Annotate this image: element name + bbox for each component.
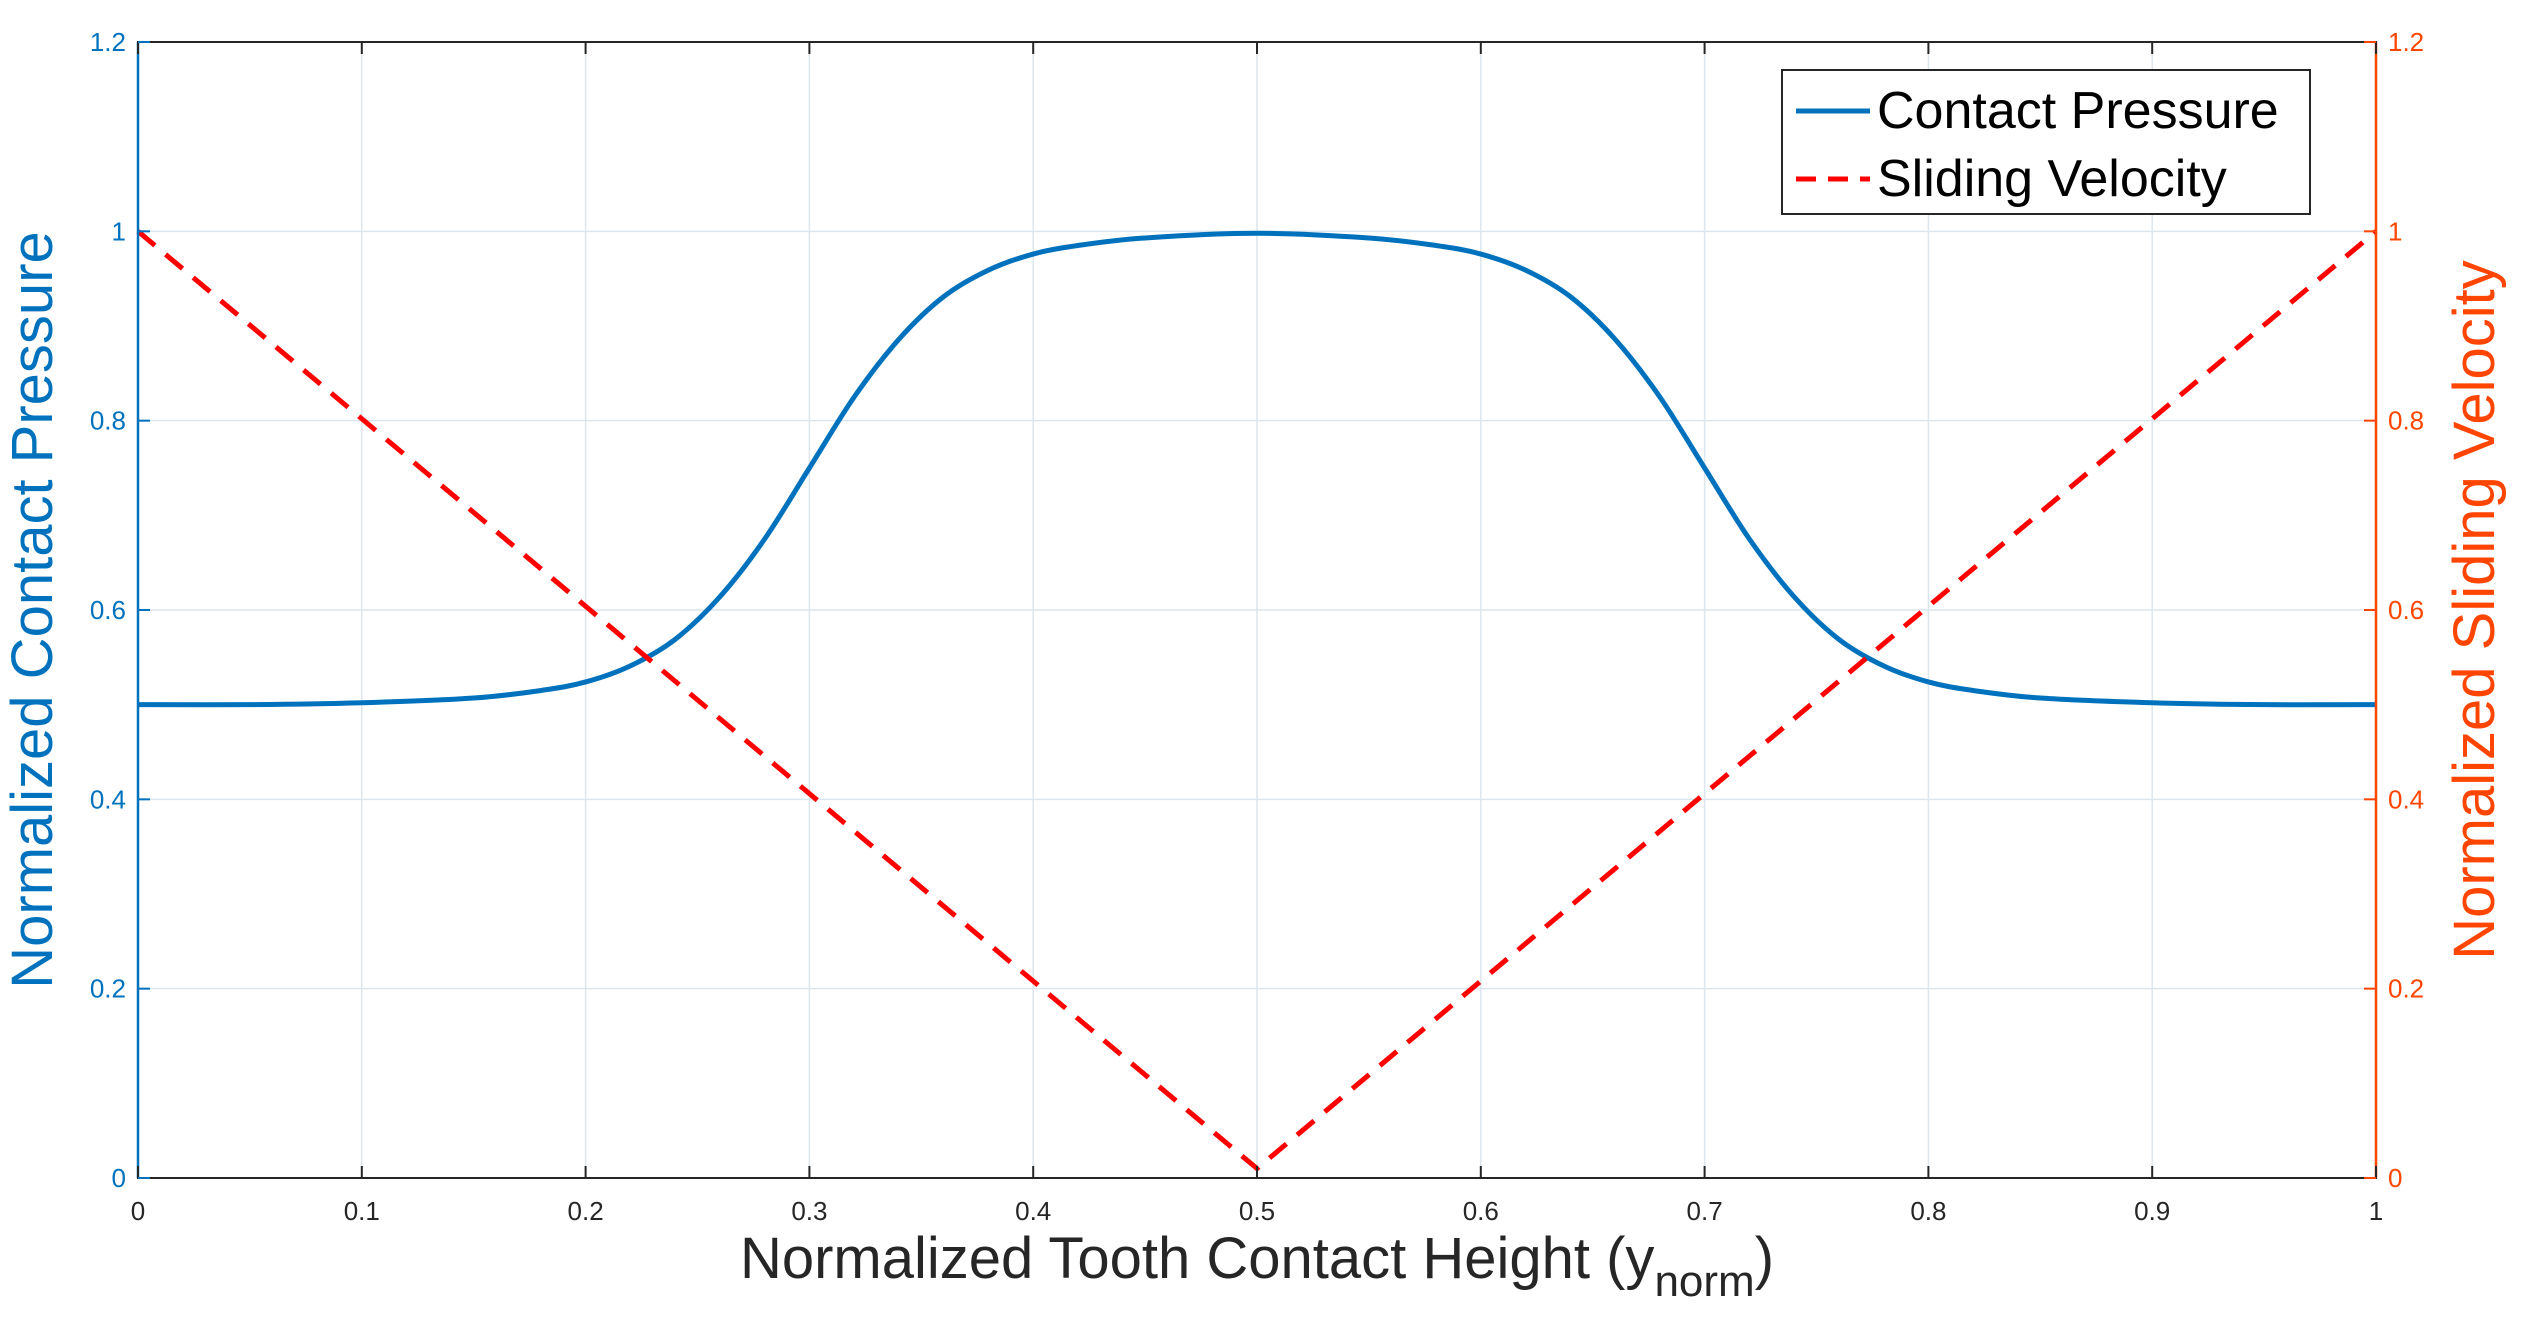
right-y-tick-label: 0 <box>2388 1163 2402 1193</box>
left-y-tick-label: 0.8 <box>90 406 126 436</box>
left-y-tick-label: 0 <box>112 1163 126 1193</box>
legend-label-sliding-velocity: Sliding Velocity <box>1877 150 2227 208</box>
legend: Contact Pressure Sliding Velocity <box>1781 69 2311 215</box>
x-axis-label-subscript: norm <box>1654 1257 1754 1306</box>
x-tick-label: 0.5 <box>1239 1196 1275 1226</box>
legend-label-contact-pressure: Contact Pressure <box>1877 82 2279 140</box>
right-y-axis-label: Normalized Sliding Velocity <box>2442 260 2507 960</box>
left-y-axis-label: Normalized Contact Pressure <box>0 231 65 989</box>
right-y-tick-label: 0.8 <box>2388 406 2424 436</box>
x-tick-label: 0.7 <box>1687 1196 1723 1226</box>
left-y-tick-label: 0.6 <box>90 595 126 625</box>
left-y-tick-label: 0.2 <box>90 974 126 1004</box>
x-tick-label: 0.1 <box>344 1196 380 1226</box>
left-y-tick-label: 0.4 <box>90 784 126 814</box>
x-tick-label: 0.9 <box>2134 1196 2170 1226</box>
x-tick-label: 0.4 <box>1015 1196 1051 1226</box>
x-axis-label: Normalized Tooth Contact Height (ynorm) <box>740 1226 1774 1306</box>
x-tick-label: 0.6 <box>1463 1196 1499 1226</box>
left-y-tick-label: 1 <box>112 216 126 246</box>
x-axis-label-main: Normalized Tooth Contact Height (y <box>740 1226 1654 1291</box>
right-y-tick-label: 0.4 <box>2388 784 2424 814</box>
contact-pressure-line <box>137 230 2377 708</box>
x-tick-label: 0.3 <box>791 1196 827 1226</box>
right-y-tick-label: 1 <box>2388 216 2402 246</box>
legend-box <box>1781 69 2311 215</box>
x-tick-label: 0 <box>131 1196 145 1226</box>
right-y-tick-label: 0.2 <box>2388 974 2424 1004</box>
x-tick-label: 0.2 <box>568 1196 604 1226</box>
ticks-layer: 0 0.1 0.2 0.3 0.4 0.5 0.6 0.7 0.8 0.9 100.20.40.60… <box>90 27 2424 1226</box>
x-tick-label: 0.8 <box>1910 1196 1946 1226</box>
x-tick-label: 1 <box>2369 1196 2383 1226</box>
x-axis-label-close: ) <box>1755 1226 1774 1291</box>
left-y-tick-label: 1.2 <box>90 27 126 57</box>
right-y-tick-label: 1.2 <box>2388 27 2424 57</box>
right-y-tick-label: 0.6 <box>2388 595 2424 625</box>
